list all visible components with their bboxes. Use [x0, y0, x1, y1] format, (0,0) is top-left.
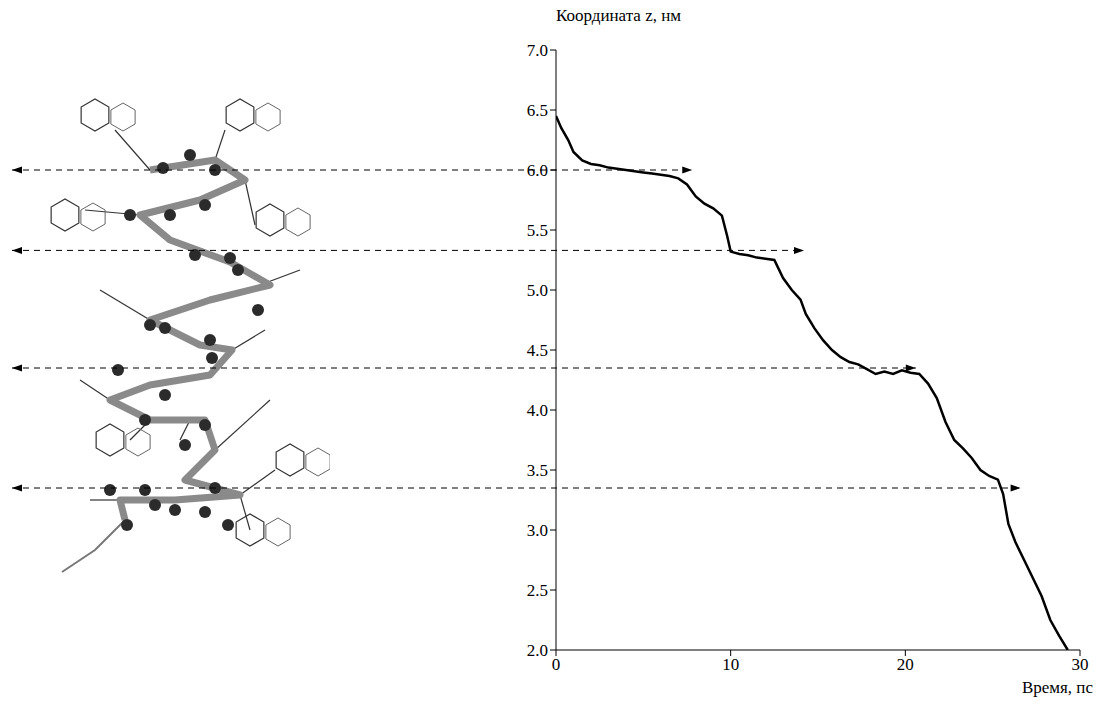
svg-text:20: 20 — [897, 655, 914, 674]
svg-text:6.0: 6.0 — [527, 161, 548, 180]
svg-text:5.0: 5.0 — [527, 281, 548, 300]
html-text:Время, пс: Время, пс — [1021, 678, 1093, 697]
svg-text:3.5: 3.5 — [527, 461, 548, 480]
svg-text:0: 0 — [552, 655, 561, 674]
svg-text:30: 30 — [1072, 655, 1089, 674]
html-text:Координата z, нм: Координата z, нм — [556, 6, 682, 25]
svg-text:10: 10 — [722, 655, 739, 674]
svg-text:3.0: 3.0 — [527, 521, 548, 540]
svg-text:7.0: 7.0 — [527, 41, 548, 60]
svg-text:2.0: 2.0 — [527, 641, 548, 660]
svg-text:5.5: 5.5 — [527, 221, 548, 240]
svg-text:2.5: 2.5 — [527, 581, 548, 600]
svg-text:4.0: 4.0 — [527, 401, 548, 420]
svg-text:6.5: 6.5 — [527, 101, 548, 120]
svg-text:4.5: 4.5 — [527, 341, 548, 360]
